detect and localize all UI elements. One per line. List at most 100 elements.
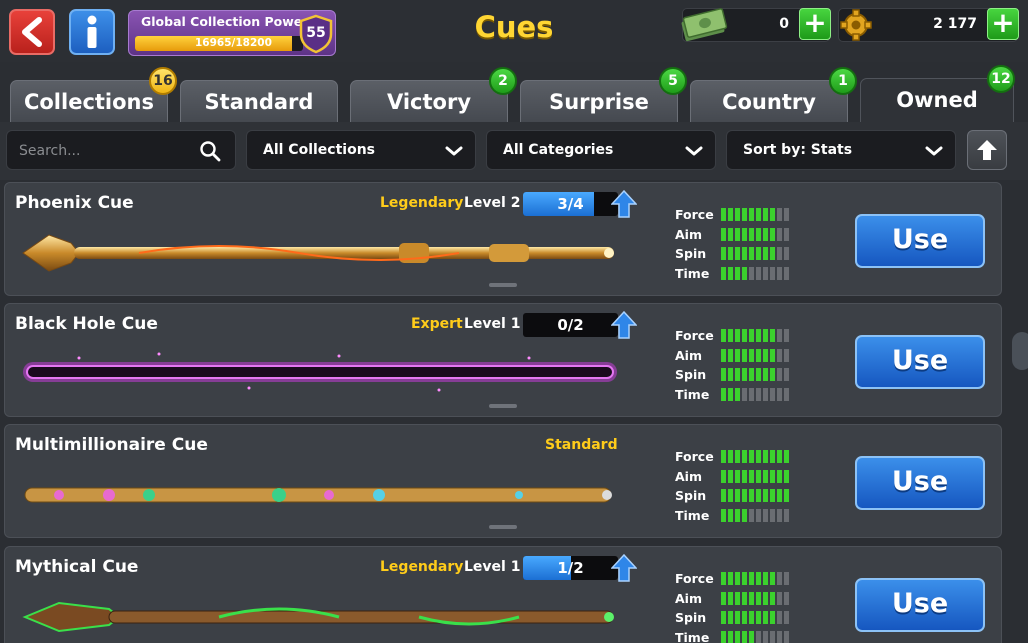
use-button[interactable]: Use xyxy=(855,214,985,268)
stat-segment xyxy=(756,611,761,624)
cue-row[interactable]: Black Hole Cue Expert Level 1 0/2 Force … xyxy=(4,303,1002,417)
stat-segment xyxy=(742,591,747,605)
stat-label: Spin xyxy=(675,610,707,625)
upgrade-arrow-icon[interactable] xyxy=(611,190,637,218)
search-input[interactable] xyxy=(17,139,191,163)
collection-power-panel[interactable]: Global Collection Power 16965/18200 55 xyxy=(128,10,336,56)
stat-segment xyxy=(763,469,768,483)
gear-coin-icon xyxy=(840,9,872,41)
cue-rarity: Standard xyxy=(545,437,618,453)
stat-segment xyxy=(777,572,782,585)
cue-upgrade-progress: 3/4 xyxy=(523,192,618,216)
stat-segment xyxy=(721,630,726,643)
tab-victory[interactable]: Victory 2 xyxy=(350,67,517,122)
stat-segment xyxy=(735,227,740,241)
stat-bar xyxy=(721,208,789,221)
tab-country[interactable]: Country 1 xyxy=(690,67,857,122)
stat-segment xyxy=(770,508,775,522)
sort-direction-button[interactable] xyxy=(967,130,1007,170)
cue-row[interactable]: Mythical Cue Legendary Level 1 1/2 Force… xyxy=(4,546,1002,643)
stat-segment xyxy=(742,247,747,260)
cue-row[interactable]: Phoenix Cue Legendary Level 2 3/4 xyxy=(4,182,1002,296)
stat-segment xyxy=(763,387,768,401)
stat-label: Spin xyxy=(675,488,707,503)
upgrade-arrow-icon[interactable] xyxy=(611,554,637,582)
stat-segment xyxy=(735,508,740,522)
stat-segment xyxy=(763,572,768,585)
stat-segment xyxy=(756,266,761,280)
stat-segment xyxy=(763,611,768,624)
stat-segment xyxy=(742,611,747,624)
scrollbar-thumb[interactable] xyxy=(1012,332,1028,370)
chevron-down-icon xyxy=(445,146,463,156)
stat-time: Time xyxy=(675,506,805,526)
stat-force: Force xyxy=(675,326,805,346)
drag-handle xyxy=(489,404,517,408)
sort-dropdown[interactable]: Sort by: Stats xyxy=(726,130,956,170)
info-button[interactable] xyxy=(69,9,115,55)
stat-segment xyxy=(770,489,775,502)
tab-standard[interactable]: Standard xyxy=(180,80,338,122)
use-button[interactable]: Use xyxy=(855,578,985,632)
stat-segment xyxy=(721,368,726,381)
stat-aim: Aim xyxy=(675,346,805,366)
cue-progress-fill xyxy=(523,556,571,580)
stat-bar xyxy=(721,247,789,260)
mythical-cue-image xyxy=(22,601,614,633)
stat-time: Time xyxy=(675,628,805,643)
drag-handle xyxy=(489,283,517,287)
back-button[interactable] xyxy=(9,9,55,55)
search-icon[interactable] xyxy=(199,140,221,162)
phoenix-cue-image xyxy=(22,234,614,272)
shield-icon xyxy=(299,14,333,54)
categories-dropdown[interactable]: All Categories xyxy=(486,130,716,170)
tab-surprise[interactable]: Surprise 5 xyxy=(520,67,687,122)
tab-collections[interactable]: Collections 16 xyxy=(10,67,177,122)
tab-owned[interactable]: Owned 12 xyxy=(860,65,1015,122)
upgrade-arrow-icon[interactable] xyxy=(611,311,637,339)
stat-segment xyxy=(777,329,782,342)
stat-segment xyxy=(728,450,733,463)
stat-segment xyxy=(721,387,726,401)
use-button[interactable]: Use xyxy=(855,456,985,510)
cue-level: Level 1 xyxy=(464,316,521,332)
scrollbar[interactable] xyxy=(1004,182,1028,643)
stat-segment xyxy=(784,227,789,241)
stat-segment xyxy=(777,348,782,362)
stat-segment xyxy=(756,508,761,522)
add-coins-button[interactable]: + xyxy=(987,8,1019,40)
stat-segment xyxy=(763,450,768,463)
stat-segment xyxy=(728,348,733,362)
stat-segment xyxy=(749,450,754,463)
tab-badge: 5 xyxy=(659,67,687,95)
collection-power-bar: 16965/18200 xyxy=(135,36,303,51)
stat-segment xyxy=(777,266,782,280)
stat-segment xyxy=(784,572,789,585)
stat-segment xyxy=(784,591,789,605)
stat-segment xyxy=(735,247,740,260)
stat-spin: Spin xyxy=(675,365,805,385)
cue-name: Black Hole Cue xyxy=(15,314,158,334)
search-field[interactable] xyxy=(6,130,236,170)
stat-segment xyxy=(721,611,726,624)
categories-dropdown-value: All Categories xyxy=(503,142,614,158)
collections-dropdown[interactable]: All Collections xyxy=(246,130,476,170)
cue-row[interactable]: Multimillionaire Cue Standard Force Aim … xyxy=(4,424,1002,538)
cue-stats: Force Aim Spin Time xyxy=(675,326,805,404)
add-cash-button[interactable]: + xyxy=(799,8,831,40)
tab-bar: Collections 16 Standard Victory 2 Surpri… xyxy=(0,65,1028,122)
stat-segment xyxy=(777,208,782,221)
chevron-down-icon xyxy=(685,146,703,156)
stat-segment xyxy=(721,572,726,585)
stat-segment xyxy=(784,208,789,221)
stat-segment xyxy=(728,247,733,260)
stat-segment xyxy=(728,368,733,381)
stat-bar xyxy=(721,348,789,362)
stat-segment xyxy=(749,630,754,643)
drag-handle xyxy=(489,525,517,529)
stat-segment xyxy=(784,368,789,381)
stat-segment xyxy=(756,247,761,260)
cue-progress-text: 0/2 xyxy=(557,316,584,334)
stat-segment xyxy=(721,227,726,241)
use-button[interactable]: Use xyxy=(855,335,985,389)
